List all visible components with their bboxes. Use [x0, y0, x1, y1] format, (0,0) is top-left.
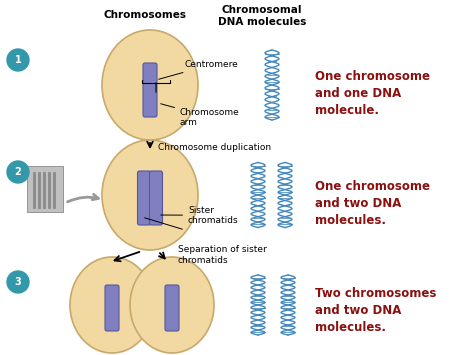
Text: Centromere: Centromere [159, 60, 239, 79]
FancyBboxPatch shape [165, 285, 179, 331]
Ellipse shape [70, 257, 154, 353]
Ellipse shape [102, 140, 198, 250]
Text: Two chromosomes
and two DNA
molecules.: Two chromosomes and two DNA molecules. [315, 287, 437, 334]
Text: Chromosomal
DNA molecules: Chromosomal DNA molecules [218, 5, 306, 27]
Circle shape [7, 49, 29, 71]
Text: 2: 2 [15, 167, 21, 177]
Text: 3: 3 [15, 277, 21, 287]
Text: One chromosome
and two DNA
molecules.: One chromosome and two DNA molecules. [315, 180, 430, 227]
FancyBboxPatch shape [105, 285, 119, 331]
FancyBboxPatch shape [137, 171, 151, 225]
FancyBboxPatch shape [27, 166, 63, 212]
Text: Separation of sister
chromatids: Separation of sister chromatids [178, 245, 267, 265]
Circle shape [7, 161, 29, 183]
Text: Chromosome
arm: Chromosome arm [161, 104, 240, 127]
Text: Chromosome duplication: Chromosome duplication [158, 143, 271, 153]
Circle shape [7, 271, 29, 293]
Text: Chromosomes: Chromosomes [103, 10, 186, 20]
Text: 1: 1 [15, 55, 21, 65]
FancyBboxPatch shape [143, 63, 157, 117]
Ellipse shape [130, 257, 214, 353]
Text: One chromosome
and one DNA
molecule.: One chromosome and one DNA molecule. [315, 70, 430, 117]
FancyBboxPatch shape [149, 171, 163, 225]
Text: Sister
chromatids: Sister chromatids [161, 206, 238, 225]
Ellipse shape [102, 30, 198, 140]
